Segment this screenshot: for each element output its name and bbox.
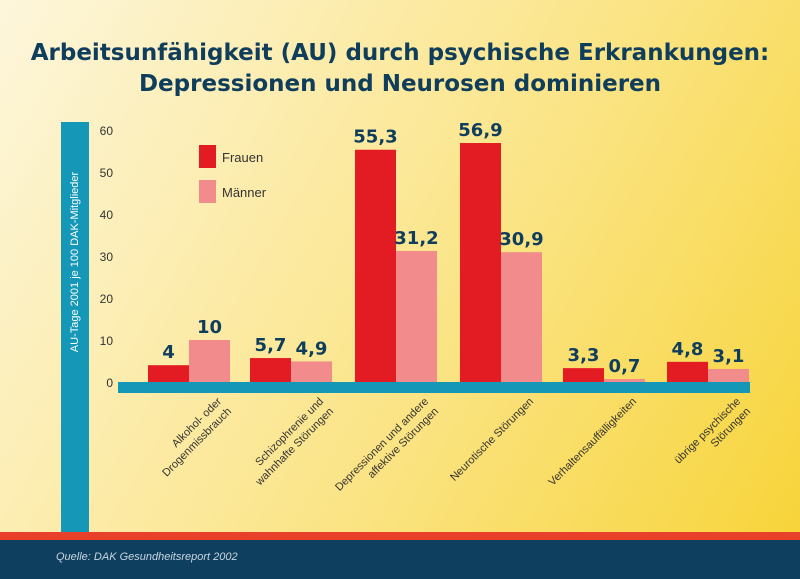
x-tick-label-line: Neurotische Störungen: [448, 396, 536, 484]
bar-frauen: [148, 365, 189, 382]
data-label: 31,2: [394, 228, 438, 249]
x-tick-label: Alkohol- oderDrogenmissbrauch: [150, 395, 234, 479]
bar-maenner: [708, 368, 749, 382]
bar-frauen: [460, 143, 501, 382]
y-tick-label: 0: [106, 376, 113, 390]
legend-label: Frauen: [222, 150, 263, 165]
chart-title-line-1: Arbeitsunfähigkeit (AU) durch psychische…: [30, 40, 770, 66]
data-label: 3,1: [713, 346, 745, 367]
data-label: 30,9: [499, 229, 543, 250]
x-tick-label: Verhaltensauffälligkeiten: [546, 396, 639, 489]
chart-title: Arbeitsunfähigkeit (AU) durch psychische…: [0, 38, 800, 100]
x-tick-label-line: Depressionen und andere: [333, 396, 431, 494]
data-label: 5,7: [255, 335, 287, 356]
bar-maenner: [396, 250, 437, 382]
data-label: 10: [197, 317, 222, 338]
bar-maenner: [189, 340, 230, 382]
footer-bar: [0, 540, 800, 579]
x-tick-label: Neurotische Störungen: [448, 396, 536, 484]
y-axis-label-band: [61, 122, 89, 532]
legend-swatch: [199, 180, 216, 203]
data-label: 3,3: [568, 345, 600, 366]
bar-chart: 0 10 20 30 40 50 60 4 5,7 55,3 56,9 3,3 4,8 10 4,9 31,2…: [100, 120, 753, 504]
bar-frauen: [563, 368, 604, 382]
footer-stripe: [0, 532, 800, 540]
source-note: Quelle: DAK Gesundheitsreport 2002: [56, 551, 238, 563]
bar-frauen: [355, 149, 396, 382]
data-label: 0,7: [609, 356, 641, 377]
legend-swatch: [199, 145, 216, 168]
bar-frauen: [667, 361, 708, 382]
data-label: 56,9: [458, 120, 502, 141]
chart-title-line-2: Depressionen und Neurosen dominieren: [138, 71, 662, 97]
y-tick-label: 10: [100, 334, 114, 348]
y-tick-label: 50: [100, 166, 114, 180]
x-tick-label: übrige psychischeStörungen: [672, 396, 753, 477]
bar-maenner: [501, 252, 542, 382]
x-tick-label: Schizophrenie undwahnhafte Störungen: [243, 396, 336, 489]
x-axis-band: [118, 382, 750, 393]
y-tick-label: 60: [100, 124, 114, 138]
data-label: 4,9: [296, 338, 328, 359]
data-label: 4: [162, 342, 175, 363]
data-label: 4,8: [672, 339, 704, 360]
x-tick-label: Depressionen und andereaffektive Störung…: [333, 396, 441, 504]
legend-label: Männer: [222, 185, 267, 200]
y-tick-label: 20: [100, 292, 114, 306]
bar-maenner: [291, 361, 332, 382]
bar-maenner: [604, 379, 645, 382]
y-tick-label: 30: [100, 250, 114, 264]
bar-frauen: [250, 358, 291, 382]
y-tick-label: 40: [100, 208, 114, 222]
data-label: 55,3: [353, 127, 397, 148]
x-tick-label-line: Verhaltensauffälligkeiten: [546, 396, 639, 489]
